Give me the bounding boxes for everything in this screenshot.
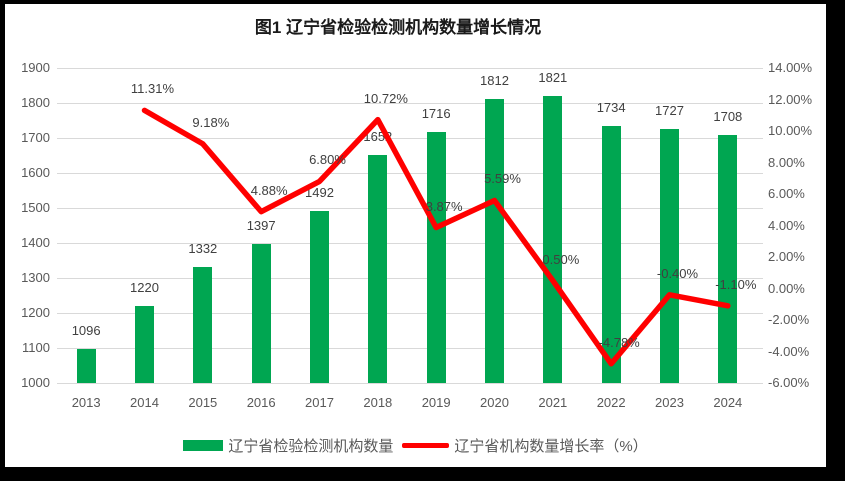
gridline [57,382,763,384]
x-axis-label: 2022 [596,395,626,410]
bar [485,98,504,383]
gridline [57,242,763,244]
bar-value-label: 1708 [713,109,743,125]
bar [135,306,154,383]
line-value-label: 9.18% [192,114,230,130]
line-value-label: 4.88% [250,182,288,198]
y-axis-tick-label: 1300 [21,270,50,285]
bar [310,210,329,383]
bar [718,135,738,383]
secondary-axis-tick-label: 6.00% [768,186,805,201]
y-axis-tick-label: 1100 [22,340,50,355]
secondary-axis-tick-label: -2.00% [768,312,810,327]
gridline [57,137,763,139]
y-axis-tick-label: 1000 [21,375,50,390]
y-axis-tick-label: 1200 [21,305,50,320]
gridline [57,102,763,104]
x-axis-label: 2019 [421,395,451,410]
secondary-axis-tick-label: 8.00% [768,154,805,170]
bar-value-label: 1734 [596,100,626,116]
x-axis-label: 2016 [246,395,276,410]
bar-value-label: 1716 [421,106,451,122]
bar-value-label: 1096 [71,323,101,339]
bar [543,95,563,383]
legend: 辽宁省检验检测机构数量 辽宁省机构数量增长率（%） [5,435,826,455]
legend-line-swatch [402,442,450,448]
bar-value-label: 1332 [188,240,218,256]
bar-value-label: 1220 [130,280,159,295]
y-axis-tick-label: 1500 [21,200,50,215]
bar [251,244,271,383]
gridline [57,312,763,314]
secondary-axis-tick-label: -6.00% [768,375,810,390]
line-value-label: 10.72% [363,90,408,106]
y-axis-tick-label: 1400 [21,235,50,250]
secondary-axis-tick-label: 0.00% [768,280,805,296]
bar [368,154,388,383]
gridline [57,172,763,174]
x-axis-label: 2013 [71,395,101,410]
bar-value-label: 1652 [363,128,393,144]
x-axis-label: 2024 [713,395,743,410]
secondary-axis-tick-label: 14.00% [768,60,813,75]
secondary-axis-tick-label: 4.00% [768,217,805,233]
line-value-label: 5.59% [484,171,521,187]
bar [193,266,213,383]
gridline [57,347,763,349]
bar-value-label: 1727 [655,102,684,118]
legend-bar-swatch [183,439,224,451]
secondary-axis-tick-label: 12.00% [768,91,813,107]
bar-value-label: 1397 [246,218,276,234]
line-value-label: 6.80% [309,152,346,168]
x-axis-label: 2021 [538,395,568,410]
x-axis-label: 2014 [130,395,159,410]
x-axis-label: 2020 [480,395,509,410]
x-axis-label: 2015 [188,395,218,410]
legend-line-label: 辽宁省机构数量增长率（%） [454,437,648,455]
x-axis-label: 2018 [363,395,393,410]
x-axis-label: 2023 [655,395,684,410]
secondary-axis-tick-label: -4.00% [768,343,810,359]
secondary-axis-tick-label: 2.00% [768,249,805,264]
line-value-label: -4.78% [598,334,640,350]
bar [76,349,96,383]
bar [660,128,679,383]
gridline [57,67,763,69]
line-value-label: 11.31% [130,81,175,97]
y-axis-tick-label: 1800 [21,95,50,110]
secondary-axis-tick-label: 10.00% [768,123,813,138]
legend-bar-label: 辽宁省检验检测机构数量 [228,437,394,455]
y-axis-tick-label: 1700 [21,130,50,145]
chart-title: 图1 辽宁省检验检测机构数量增长情况 [254,18,542,37]
line-value-label: 0.50% [542,251,580,267]
y-axis-tick-label: 1900 [21,60,50,75]
bar [426,132,446,383]
x-axis-label: 2017 [305,395,334,410]
bar-value-label: 1821 [538,69,568,85]
line-value-label: -1.10% [715,276,757,292]
y-axis-tick-label: 1600 [21,165,50,180]
bar-value-label: 1812 [480,72,509,88]
line-value-label: 3.87% [425,198,463,214]
